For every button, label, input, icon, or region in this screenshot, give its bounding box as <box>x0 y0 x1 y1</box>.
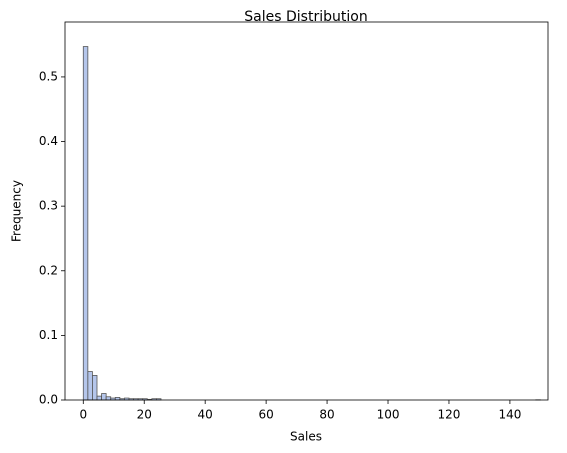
x-tick-label: 100 <box>377 408 400 422</box>
histogram-bar <box>105 396 112 401</box>
y-axis-label: Frequency <box>10 180 24 242</box>
histogram-bar <box>92 375 98 401</box>
chart-title: Sales Distribution <box>244 9 367 25</box>
y-tick-label: 0.1 <box>39 328 58 342</box>
histogram-bar <box>82 46 89 401</box>
x-tick-label: 60 <box>258 408 273 422</box>
y-tick-label: 0.2 <box>39 263 58 277</box>
histogram-bar <box>96 395 102 401</box>
x-axis-label: Sales <box>290 430 322 444</box>
x-tick-label: 0 <box>79 408 87 422</box>
x-tick-label: 80 <box>319 408 334 422</box>
y-tick-label: 0.0 <box>39 393 58 407</box>
x-tick-label: 40 <box>198 408 213 422</box>
y-tick-label: 0.5 <box>39 69 58 83</box>
histogram-bar <box>87 371 93 401</box>
histogram-bar <box>101 393 107 401</box>
plot-frame <box>64 21 549 401</box>
y-tick-label: 0.3 <box>39 199 58 213</box>
x-tick-label: 20 <box>137 408 152 422</box>
y-tick-label: 0.4 <box>39 134 58 148</box>
x-tick-label: 120 <box>438 408 461 422</box>
x-tick-label: 140 <box>498 408 521 422</box>
